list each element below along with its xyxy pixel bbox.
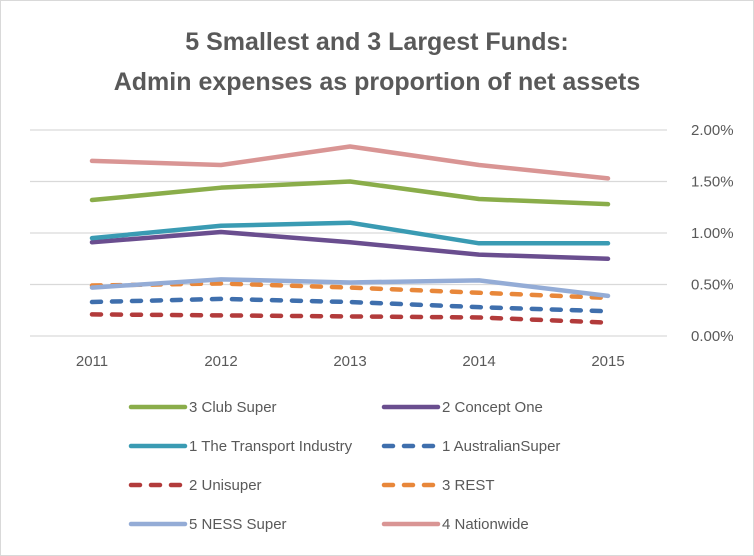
x-tick-label: 2014 — [462, 353, 495, 370]
x-tick-label: 2013 — [333, 353, 366, 370]
y-tick-label: 2.00% — [691, 122, 734, 139]
x-axis-ticks: 2011 2012 2013 2014 2015 — [76, 353, 625, 370]
chart-title: 5 Smallest and 3 Largest Funds: Admin ex… — [0, 22, 754, 102]
y-tick-label: 0.50% — [691, 277, 734, 294]
y-tick-label: 1.50% — [691, 174, 734, 191]
legend-item: 3 REST — [381, 477, 495, 494]
y-axis-ticks: 0.00% 0.50% 1.00% 1.50% 2.00% — [691, 122, 734, 345]
series-line-3-club-super — [89, 179, 611, 207]
legend-label: 1 The Transport Industry — [189, 438, 353, 455]
legend-item: 3 Club Super — [128, 399, 277, 416]
x-tick-label: 2012 — [204, 353, 237, 370]
legend-label: 3 REST — [442, 477, 495, 494]
x-tick-label: 2015 — [591, 353, 624, 370]
legend-label: 4 Nationwide — [442, 516, 529, 533]
legend-item: 2 Unisuper — [128, 477, 262, 494]
y-tick-label: 1.00% — [691, 225, 734, 242]
legend-label: 2 Unisuper — [189, 477, 262, 494]
legend-item: 5 NESS Super — [128, 516, 287, 533]
legend: 3 Club Super 2 Concept One 1 The Transport… — [128, 399, 560, 533]
legend-label: 2 Concept One — [442, 399, 543, 416]
legend-label: 1 AustralianSuper — [442, 438, 560, 455]
series-line-4-nationwide — [89, 144, 611, 181]
legend-item: 2 Concept One — [381, 399, 543, 416]
legend-item: 1 AustralianSuper — [381, 438, 560, 455]
x-tick-label: 2011 — [76, 353, 108, 370]
series-line-5-ness-super — [89, 277, 611, 299]
chart-title-line2: Admin expenses as proportion of net asse… — [113, 68, 641, 96]
legend-item: 4 Nationwide — [381, 516, 529, 533]
series-line-2-concept-one — [89, 229, 611, 261]
legend-item: 1 The Transport Industry — [128, 438, 353, 455]
chart-title-line1: 5 Smallest and 3 Largest Funds: — [185, 28, 569, 56]
series-line-2-unisuper — [89, 312, 611, 325]
legend-label: 3 Club Super — [189, 399, 277, 416]
legend-label: 5 NESS Super — [189, 516, 287, 533]
y-tick-label: 0.00% — [691, 328, 734, 345]
series-line-1-the-transport-industry — [89, 220, 611, 246]
series-lines — [89, 144, 611, 325]
series-line-1-australiansuper — [89, 296, 611, 314]
